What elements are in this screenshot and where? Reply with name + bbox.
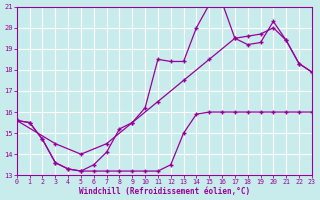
X-axis label: Windchill (Refroidissement éolien,°C): Windchill (Refroidissement éolien,°C) — [79, 187, 250, 196]
